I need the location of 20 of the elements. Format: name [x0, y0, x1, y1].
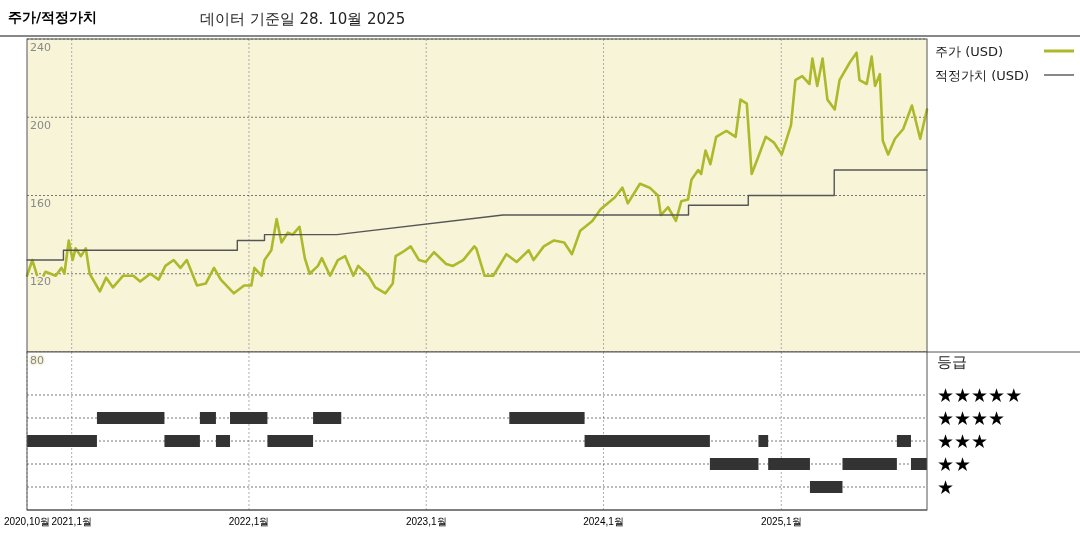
legend-label: 적정가치 (USD): [935, 67, 1030, 83]
x-tick-label: 2022,1월: [228, 516, 270, 527]
x-tick-label: 2025,1월: [760, 516, 802, 527]
text: 주가 (USD): [935, 43, 1004, 59]
y-tick-label: 160: [30, 197, 51, 211]
text: ★: [937, 475, 955, 498]
x-tick-label: 2021,1월: [51, 516, 92, 527]
text: ★★★: [937, 429, 989, 452]
text: ★★★★: [937, 406, 1006, 429]
chart-title: 주가/적정가치: [8, 9, 98, 25]
x-tick-label: 2020,10월: [3, 516, 51, 527]
y-tick-label: 240: [30, 40, 51, 54]
y-axis-title: 등급: [937, 353, 967, 371]
y-tick-label: 200: [30, 118, 51, 132]
y-tick-label: 80: [30, 353, 44, 367]
chart-subtitle: 데이터 기준일 28. 10월 2025: [200, 10, 406, 28]
text: ★★: [937, 452, 972, 475]
text: ★★★★★: [937, 383, 1023, 406]
x-tick-label: 2024,1월: [583, 516, 624, 527]
x-tick-label: 2023,1월: [405, 516, 447, 527]
